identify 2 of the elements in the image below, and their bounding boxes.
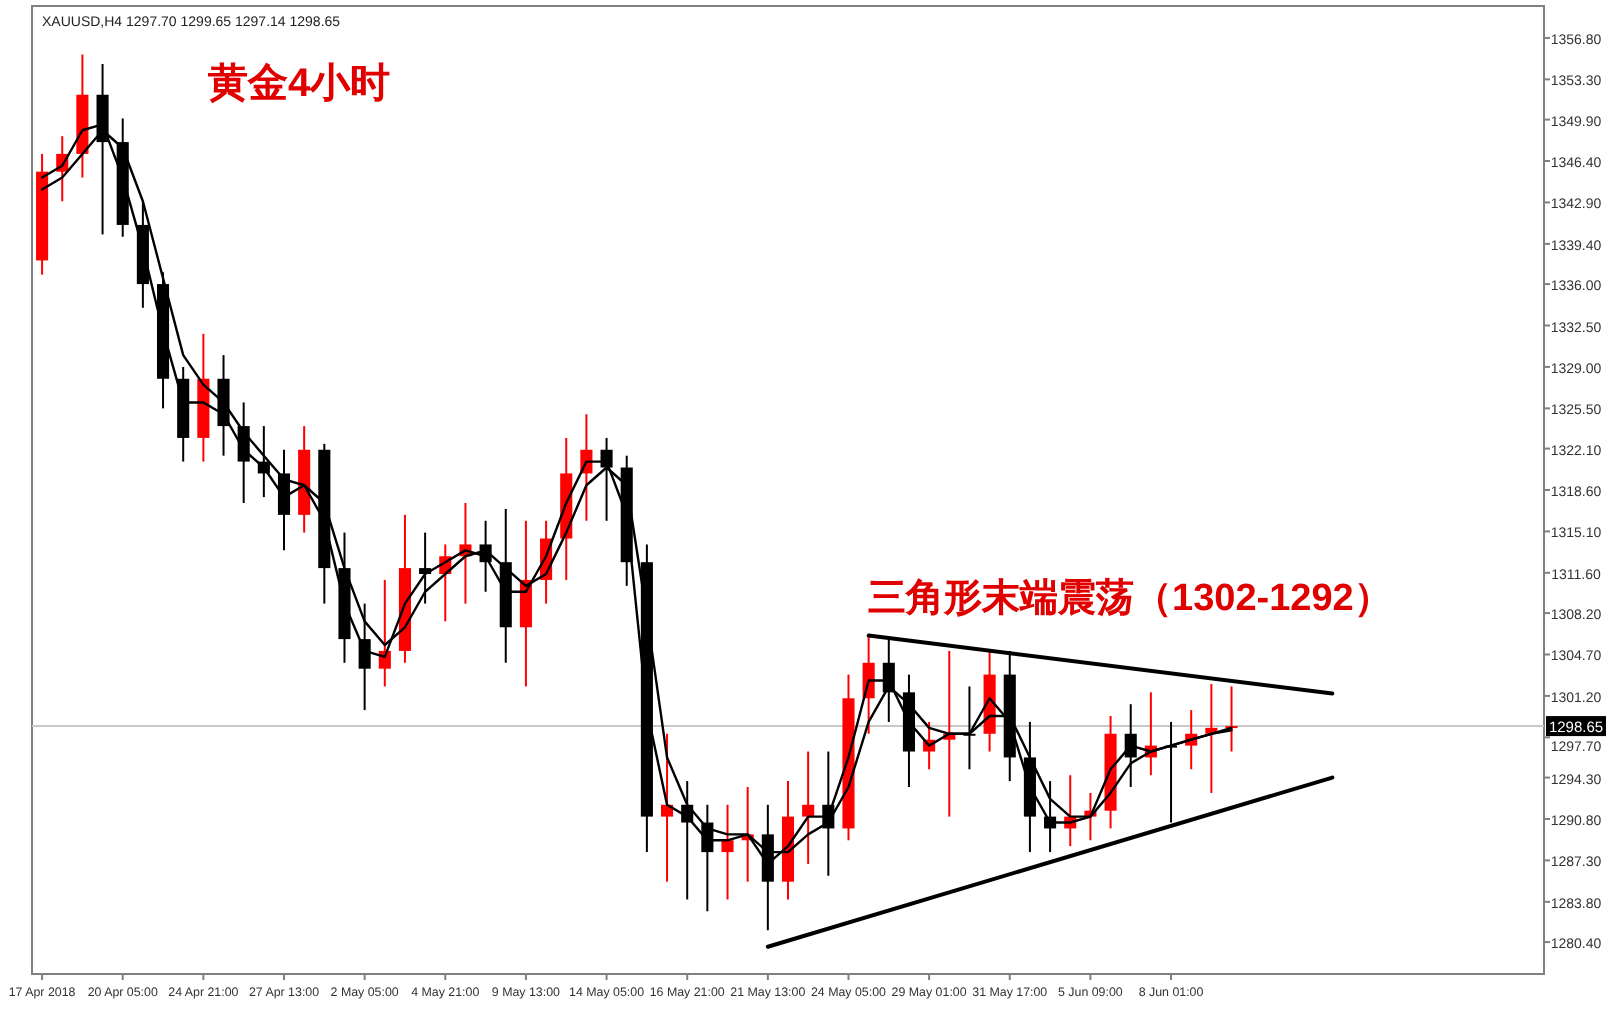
annotation: 三角形末端震荡（1302-1292）: [868, 576, 1392, 620]
text: 黄金4小时: [206, 62, 391, 106]
